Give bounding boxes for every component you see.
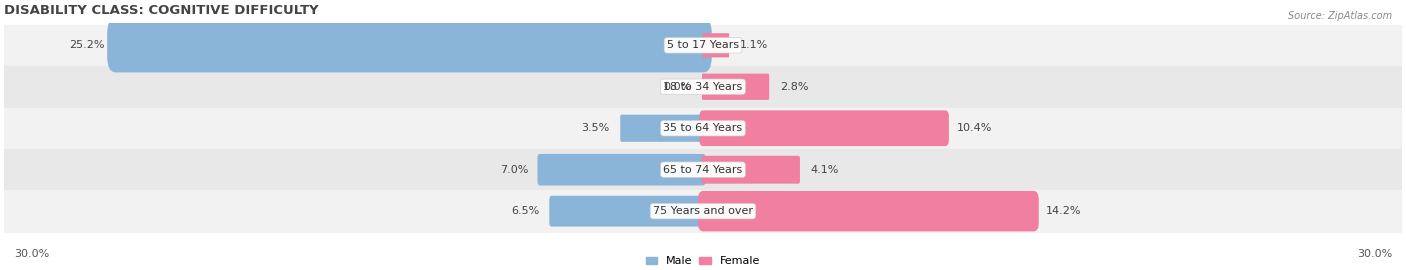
Text: 75 Years and over: 75 Years and over	[652, 206, 754, 216]
FancyBboxPatch shape	[699, 110, 949, 146]
FancyBboxPatch shape	[537, 154, 706, 185]
Legend: Male, Female: Male, Female	[647, 256, 759, 266]
Bar	[4, 66, 1402, 107]
Bar	[4, 107, 1402, 149]
Text: 35 to 64 Years: 35 to 64 Years	[664, 123, 742, 133]
Bar	[4, 149, 1402, 190]
FancyBboxPatch shape	[703, 33, 728, 58]
Text: 4.1%: 4.1%	[810, 165, 838, 175]
Text: 10.4%: 10.4%	[957, 123, 993, 133]
Text: Source: ZipAtlas.com: Source: ZipAtlas.com	[1288, 11, 1392, 21]
Text: 14.2%: 14.2%	[1046, 206, 1081, 216]
FancyBboxPatch shape	[702, 74, 769, 100]
Text: DISABILITY CLASS: COGNITIVE DIFFICULTY: DISABILITY CLASS: COGNITIVE DIFFICULTY	[4, 4, 319, 17]
Text: 30.0%: 30.0%	[14, 249, 49, 259]
FancyBboxPatch shape	[620, 115, 704, 142]
Text: 18 to 34 Years: 18 to 34 Years	[664, 82, 742, 92]
Text: 6.5%: 6.5%	[512, 206, 540, 216]
Text: 5 to 17 Years: 5 to 17 Years	[666, 40, 740, 50]
Text: 1.1%: 1.1%	[741, 40, 769, 50]
Text: 30.0%: 30.0%	[1357, 249, 1392, 259]
Text: 65 to 74 Years: 65 to 74 Years	[664, 165, 742, 175]
Text: 2.8%: 2.8%	[780, 82, 808, 92]
Bar	[4, 25, 1402, 66]
FancyBboxPatch shape	[697, 191, 1039, 231]
FancyBboxPatch shape	[702, 156, 800, 184]
Text: 7.0%: 7.0%	[501, 165, 529, 175]
FancyBboxPatch shape	[107, 18, 711, 72]
Text: 0.0%: 0.0%	[664, 82, 692, 92]
Text: 3.5%: 3.5%	[582, 123, 610, 133]
Bar	[4, 190, 1402, 232]
Text: 25.2%: 25.2%	[69, 40, 104, 50]
FancyBboxPatch shape	[550, 196, 706, 227]
